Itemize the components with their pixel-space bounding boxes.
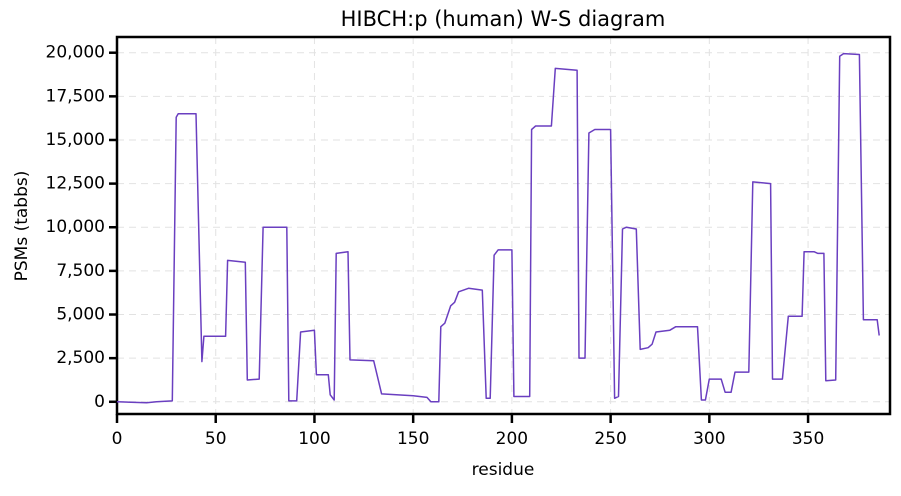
y-axis-label: PSMs (tabbs) bbox=[12, 171, 32, 282]
y-tick-label: 5,000 bbox=[56, 305, 105, 325]
x-tick-label: 350 bbox=[792, 429, 824, 449]
x-axis-label: residue bbox=[472, 460, 535, 480]
x-tick-label: 0 bbox=[112, 429, 123, 449]
data-line bbox=[116, 52, 880, 404]
y-tick-label: 7,500 bbox=[56, 261, 105, 281]
y-tick-label: 12,500 bbox=[46, 174, 105, 194]
x-tick-label: 100 bbox=[298, 429, 330, 449]
y-tick-label: 0 bbox=[94, 392, 105, 412]
x-tick-label: 300 bbox=[693, 429, 725, 449]
x-tick-label: 250 bbox=[594, 429, 626, 449]
x-tick-label: 50 bbox=[205, 429, 227, 449]
y-tick-label: 17,500 bbox=[46, 86, 105, 106]
x-tick-label: 150 bbox=[397, 429, 429, 449]
x-tick-label: 200 bbox=[496, 429, 528, 449]
y-tick-label: 20,000 bbox=[46, 43, 105, 63]
plot-frame bbox=[115, 35, 892, 416]
y-tick-label: 10,000 bbox=[46, 217, 105, 237]
chart-title: HIBCH:p (human) W-S diagram bbox=[341, 7, 666, 31]
y-tick-label: 2,500 bbox=[56, 348, 105, 368]
y-tick-label: 15,000 bbox=[46, 130, 105, 150]
